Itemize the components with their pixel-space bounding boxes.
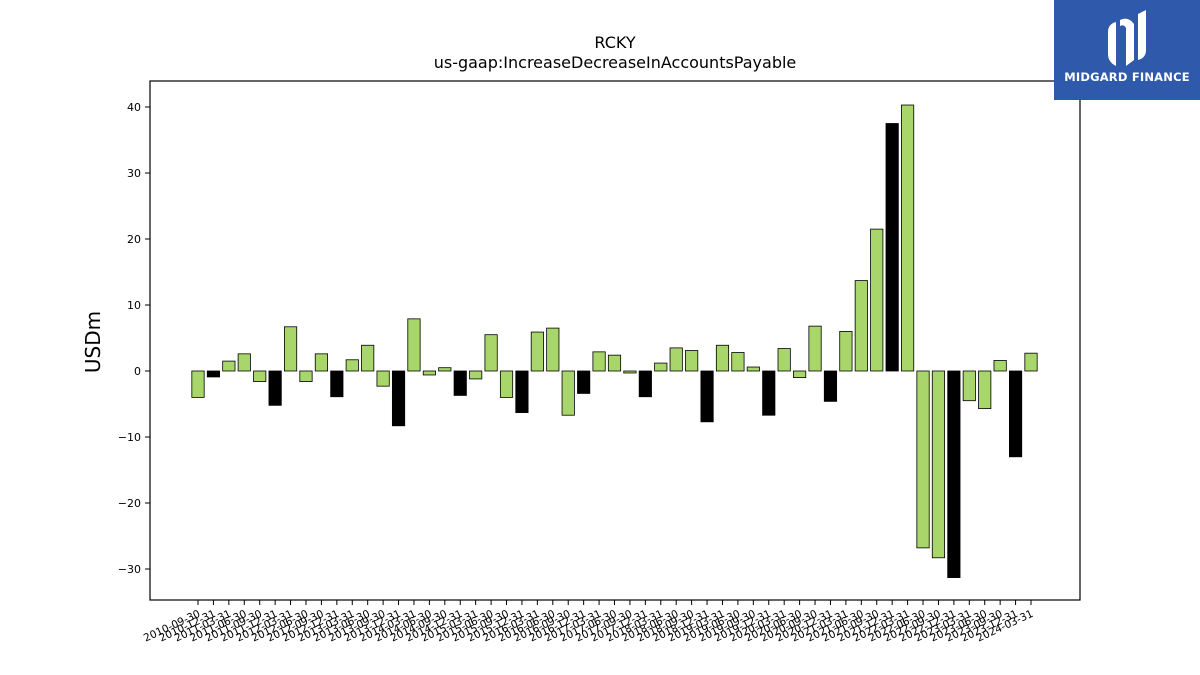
- bar-2018-03-31: [654, 362, 668, 372]
- midgard-logo-icon: [1108, 10, 1146, 66]
- chart-title: RCKY: [594, 33, 635, 52]
- bar-2016-06-30: [546, 327, 560, 372]
- bar-2021-09-30: [870, 228, 884, 372]
- x-axis: 2010-09-302010-12-312011-03-312011-06-30…: [142, 600, 1035, 645]
- bar-2012-03-31: [283, 326, 298, 372]
- bar-2014-06-30: [422, 370, 436, 376]
- bar-2019-03-31: [715, 344, 730, 372]
- bar-2023-03-31: [962, 370, 976, 402]
- bar-2015-03-31: [469, 370, 483, 380]
- bar-2016-03-31: [530, 331, 544, 372]
- bar-2020-12-31: [823, 370, 838, 402]
- bar-2016-12-31: [577, 370, 591, 394]
- y-tick-label: −10: [118, 431, 141, 444]
- bar-2023-09-30: [993, 360, 1007, 372]
- y-axis: 40 30 20 10 0 −10 −20 −30: [118, 101, 150, 576]
- bar-2015-09-30: [499, 370, 514, 398]
- brand-name: MIDGARD FINANCE: [1064, 70, 1190, 84]
- bar-2017-03-31: [592, 351, 606, 372]
- bar-2022-06-30: [916, 370, 930, 549]
- bar-2018-09-30: [685, 350, 699, 372]
- bar-2017-06-30: [607, 354, 622, 372]
- bar-2011-12-31: [268, 370, 282, 406]
- y-tick-label: −30: [118, 563, 141, 576]
- bar-2013-06-30: [361, 344, 375, 372]
- bar-2023-12-31: [1009, 370, 1023, 458]
- bar-2017-12-31: [638, 370, 652, 398]
- chart-subtitle: us-gaap:IncreaseDecreaseInAccountsPayabl…: [434, 53, 797, 72]
- bar-2022-09-30: [931, 370, 946, 559]
- bar-2017-09-30: [623, 370, 637, 374]
- bar-2020-06-30: [793, 370, 807, 378]
- brand-logo: MIDGARD FINANCE: [1054, 0, 1200, 100]
- bar-2020-03-31: [777, 348, 791, 372]
- y-tick-label: 0: [134, 365, 141, 378]
- bar-2019-12-31: [762, 370, 776, 416]
- bar-2021-12-31: [885, 123, 899, 372]
- bar-2023-06-30: [978, 370, 992, 410]
- y-tick-label: 10: [127, 299, 141, 312]
- y-tick-label: −20: [118, 497, 141, 510]
- bar-2021-03-31: [839, 330, 853, 372]
- bar-2020-09-30: [808, 325, 822, 372]
- y-tick-label: 20: [127, 233, 141, 246]
- bar-2022-03-31: [901, 104, 915, 372]
- bar-series: [191, 104, 1038, 578]
- bar-2024-03-31: [1024, 352, 1038, 372]
- bar-2014-03-31: [407, 318, 421, 372]
- bar-2012-06-30: [299, 370, 313, 382]
- bar-2012-12-31: [330, 370, 344, 398]
- bar-2010-12-31: [206, 370, 220, 378]
- y-tick-label: 30: [127, 167, 141, 180]
- bar-2011-06-30: [237, 353, 251, 372]
- y-axis-label: USDm: [81, 311, 105, 373]
- bar-2014-09-30: [438, 367, 452, 372]
- bar-2022-12-31: [947, 370, 961, 578]
- bar-2021-06-30: [854, 280, 868, 372]
- bar-2013-12-31: [391, 370, 406, 427]
- bar-2018-06-30: [669, 347, 683, 372]
- bar-2011-09-30: [253, 370, 267, 382]
- bar-2014-12-31: [453, 370, 467, 396]
- bar-2019-06-30: [731, 352, 745, 372]
- bar-2013-03-31: [345, 359, 359, 372]
- y-tick-label: 40: [127, 101, 141, 114]
- bar-2016-09-30: [561, 370, 575, 416]
- bar-2015-06-30: [484, 334, 498, 372]
- bar-2015-12-31: [515, 370, 529, 413]
- plot-frame: [149, 80, 1081, 601]
- bar-2013-09-30: [376, 370, 390, 387]
- bar-2018-12-31: [700, 370, 714, 423]
- bar-2011-03-31: [222, 360, 236, 372]
- bar-2012-09-30: [314, 353, 328, 372]
- bar-2010-09-30: [191, 370, 205, 398]
- bar-2019-09-30: [746, 366, 760, 372]
